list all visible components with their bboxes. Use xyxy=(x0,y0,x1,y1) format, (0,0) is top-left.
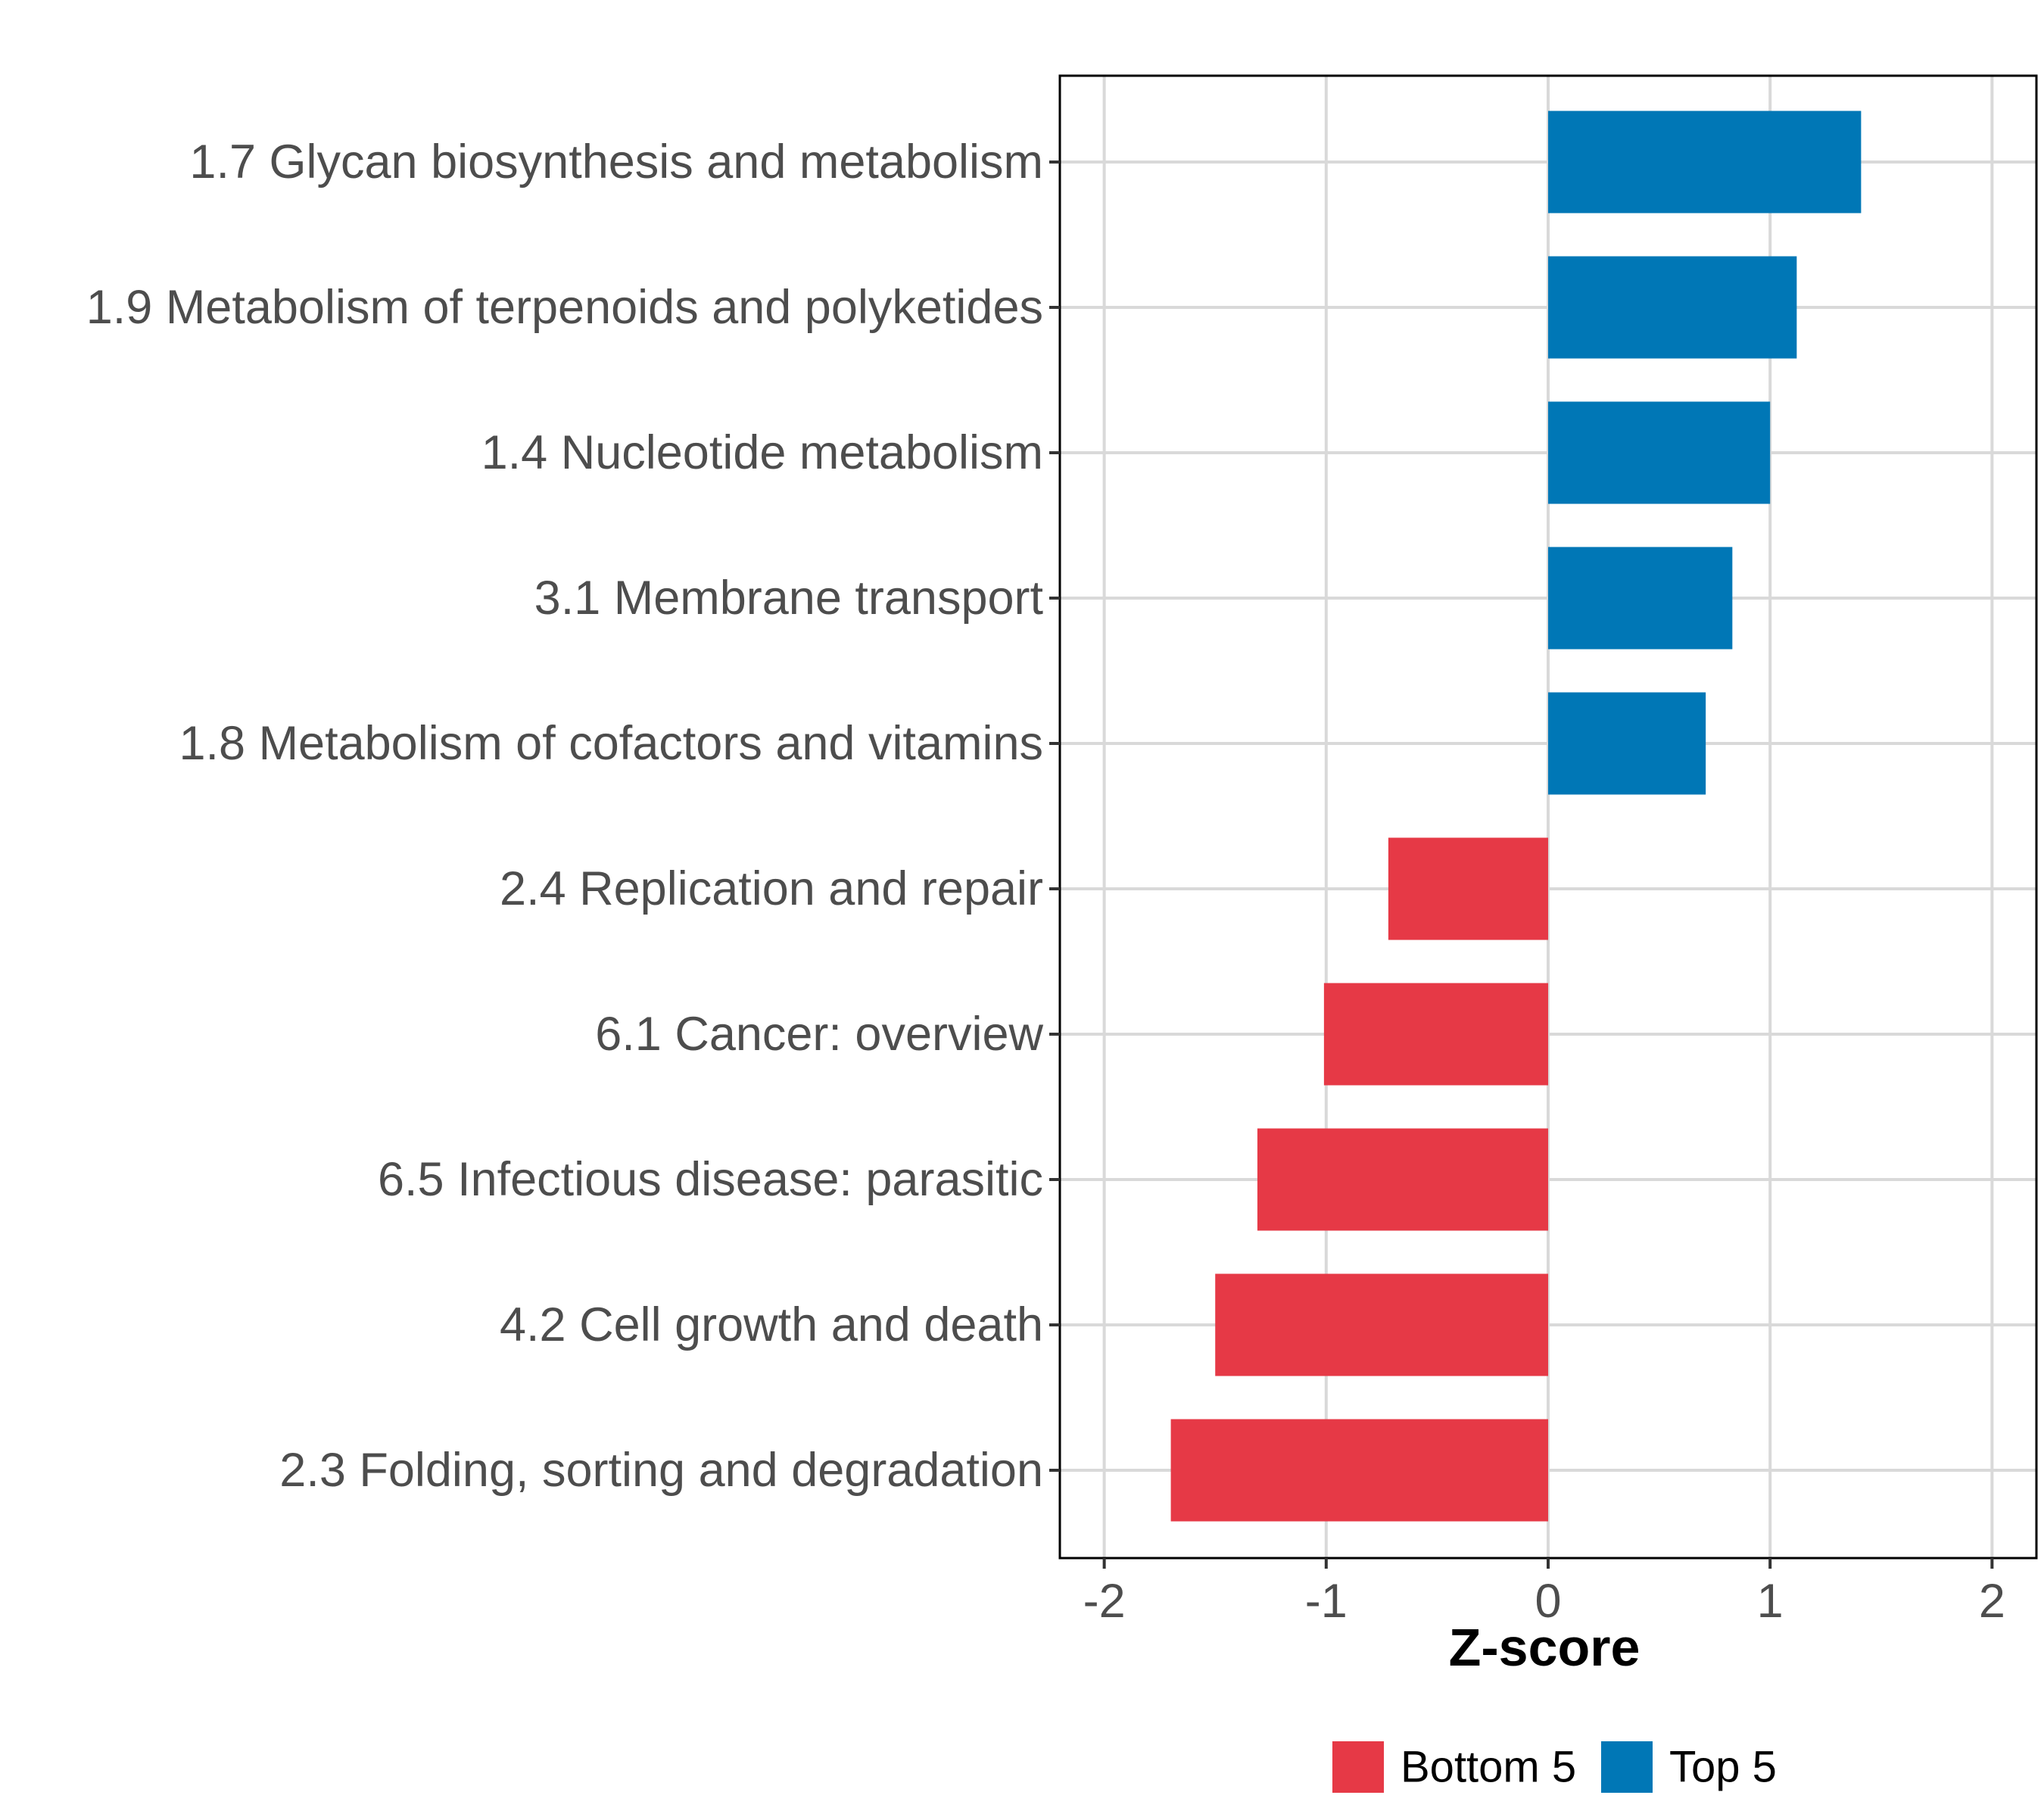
bar xyxy=(1215,1273,1548,1376)
legend-key xyxy=(1332,1741,1384,1793)
x-axis: -2 -1 0 1 2 xyxy=(1083,1558,2005,1628)
x-tick-label: 0 xyxy=(1535,1575,1561,1628)
x-tick-label: -1 xyxy=(1305,1575,1348,1628)
y-tick-label: 2.3 Folding, sorting and degradation xyxy=(279,1444,1043,1497)
y-tick-label: 1.4 Nucleotide metabolism xyxy=(481,426,1043,479)
bar xyxy=(1548,256,1797,359)
bar xyxy=(1548,547,1733,650)
bar xyxy=(1548,401,1771,504)
bar xyxy=(1323,983,1548,1086)
legend-label: Top 5 xyxy=(1669,1743,1777,1792)
x-axis-title: Z-score xyxy=(1449,1618,1640,1677)
bar xyxy=(1257,1128,1548,1231)
y-tick-label: 6.1 Cancer: overview xyxy=(595,1008,1043,1061)
legend-key xyxy=(1601,1741,1653,1793)
y-tick-label: 4.2 Cell growth and death xyxy=(500,1298,1043,1351)
bar xyxy=(1170,1419,1548,1522)
y-tick-label: 1.9 Metabolism of terpenoids and polyket… xyxy=(86,281,1043,334)
bar xyxy=(1548,111,1862,213)
y-tick-label: 6.5 Infectious disease: parasitic xyxy=(378,1153,1043,1206)
legend-label: Bottom 5 xyxy=(1401,1743,1576,1792)
y-tick-label: 3.1 Membrane transport xyxy=(534,572,1044,625)
y-axis: 1.7 Glycan biosynthesis and metabolism 1.… xyxy=(86,136,1060,1497)
x-tick-label: -2 xyxy=(1083,1575,1126,1628)
x-tick-label: 1 xyxy=(1757,1575,1784,1628)
y-tick-label: 1.7 Glycan biosynthesis and metabolism xyxy=(189,136,1043,189)
bar xyxy=(1388,837,1548,940)
legend: Bottom 5 Top 5 xyxy=(1332,1741,1777,1793)
y-tick-label: 2.4 Replication and repair xyxy=(500,862,1043,915)
x-tick-label: 2 xyxy=(1979,1575,2005,1628)
bar xyxy=(1548,692,1706,795)
y-tick-label: 1.8 Metabolism of cofactors and vitamins xyxy=(179,717,1043,770)
bars xyxy=(1170,111,1862,1522)
